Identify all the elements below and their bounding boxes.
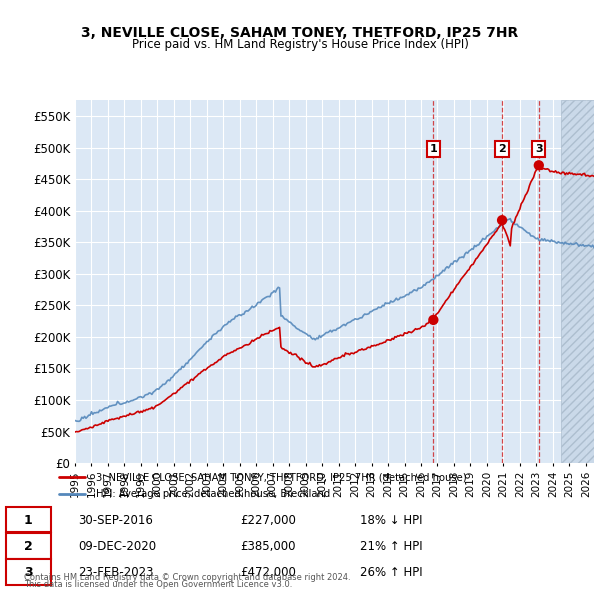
- Text: Price paid vs. HM Land Registry's House Price Index (HPI): Price paid vs. HM Land Registry's House …: [131, 38, 469, 51]
- FancyBboxPatch shape: [6, 507, 51, 532]
- Text: HPI: Average price, detached house, Breckland: HPI: Average price, detached house, Brec…: [95, 489, 330, 499]
- Text: 23-FEB-2023: 23-FEB-2023: [78, 566, 154, 579]
- Text: 3, NEVILLE CLOSE, SAHAM TONEY, THETFORD, IP25 7HR (detached house): 3, NEVILLE CLOSE, SAHAM TONEY, THETFORD,…: [95, 472, 466, 482]
- Text: £385,000: £385,000: [240, 540, 296, 553]
- Text: 3: 3: [24, 566, 32, 579]
- Bar: [561, 100, 594, 463]
- Text: 3: 3: [535, 144, 542, 154]
- Text: 21% ↑ HPI: 21% ↑ HPI: [360, 540, 422, 553]
- Text: Contains HM Land Registry data © Crown copyright and database right 2024.: Contains HM Land Registry data © Crown c…: [24, 573, 350, 582]
- Text: 3, NEVILLE CLOSE, SAHAM TONEY, THETFORD, IP25 7HR: 3, NEVILLE CLOSE, SAHAM TONEY, THETFORD,…: [82, 26, 518, 40]
- FancyBboxPatch shape: [6, 559, 51, 585]
- Text: 2: 2: [498, 144, 506, 154]
- Point: [534, 160, 544, 170]
- Text: 18% ↓ HPI: 18% ↓ HPI: [360, 514, 422, 527]
- FancyBboxPatch shape: [6, 533, 51, 559]
- Text: £472,000: £472,000: [240, 566, 296, 579]
- Text: 2: 2: [24, 540, 32, 553]
- Text: 09-DEC-2020: 09-DEC-2020: [78, 540, 156, 553]
- Text: 26% ↑ HPI: 26% ↑ HPI: [360, 566, 422, 579]
- Text: £227,000: £227,000: [240, 514, 296, 527]
- Point: [428, 315, 438, 324]
- Text: This data is licensed under the Open Government Licence v3.0.: This data is licensed under the Open Gov…: [24, 581, 292, 589]
- Point: [497, 215, 507, 225]
- Text: 1: 1: [24, 514, 32, 527]
- Text: 1: 1: [430, 144, 437, 154]
- Text: 30-SEP-2016: 30-SEP-2016: [78, 514, 153, 527]
